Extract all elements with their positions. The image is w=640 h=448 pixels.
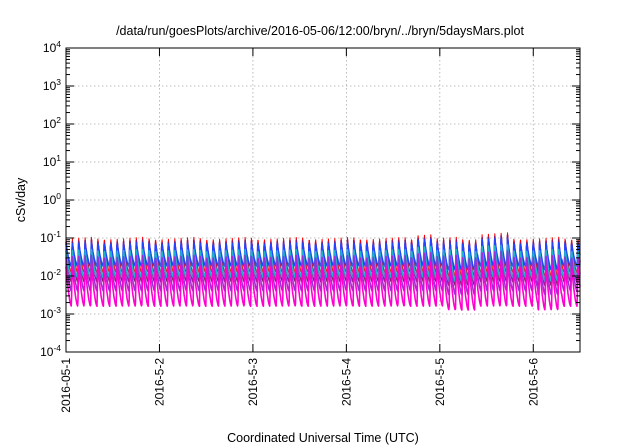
- x-tick-label: 2016-5-6: [526, 358, 540, 406]
- grid: [66, 48, 580, 352]
- y-tick-label: 100: [43, 191, 61, 207]
- y-tick-labels: 10-4 10-3 10-2 10-1 100 101 102 103 104: [40, 39, 61, 359]
- y-tick-label: 104: [43, 39, 61, 55]
- x-tick-label: 2016-5-4: [339, 358, 353, 406]
- series-line: [65, 259, 581, 311]
- x-tick-label: 2016-05-1: [59, 358, 73, 413]
- y-tick-label: 10-1: [40, 229, 61, 245]
- chart-title: /data/run/goesPlots/archive/2016-05-06/1…: [116, 24, 524, 38]
- x-tick-label: 2016-5-2: [152, 358, 166, 406]
- series-group: [65, 232, 581, 311]
- x-tick-labels: 2016-05-1 2016-5-2 2016-5-3 2016-5-4 2016-5-…: [59, 358, 540, 413]
- y-tick-label: 102: [43, 115, 61, 131]
- y-axis-label: cSv/day: [14, 177, 28, 222]
- y-tick-label: 103: [43, 77, 61, 93]
- tick-marks: [65, 47, 580, 353]
- x-tick-label: 2016-5-3: [246, 358, 260, 406]
- y-tick-label: 10-4: [40, 343, 61, 359]
- x-axis-label: Coordinated Universal Time (UTC): [227, 431, 419, 445]
- y-tick-label: 10-3: [40, 305, 61, 321]
- y-tick-label: 101: [43, 153, 61, 169]
- x-tick-label: 2016-5-5: [433, 358, 447, 406]
- y-tick-label: 10-2: [40, 267, 61, 283]
